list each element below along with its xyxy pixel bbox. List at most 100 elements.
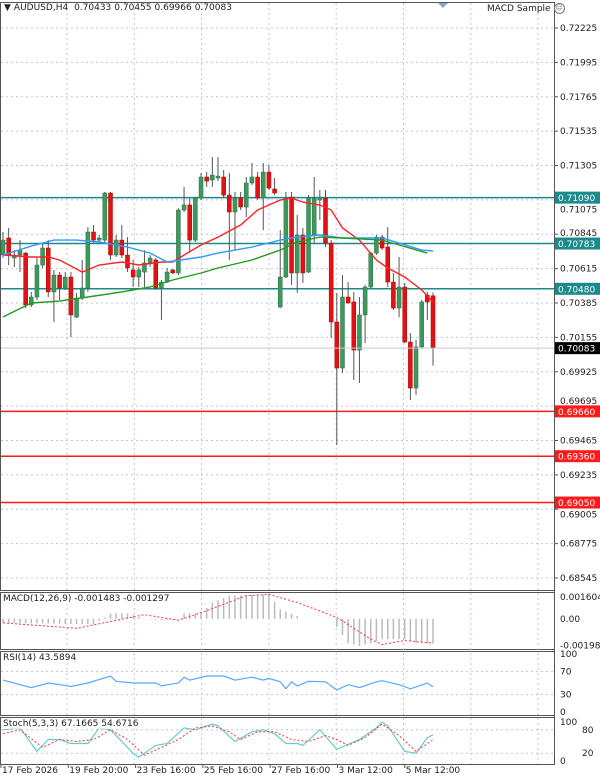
bullish-candle: [340, 296, 345, 369]
bearish-candle: [91, 231, 96, 241]
bullish-candle: [232, 197, 238, 213]
price-tick-label: 0.70385: [560, 299, 597, 309]
support-price-label: 0.69050: [558, 499, 595, 509]
resistance-price-tag: [555, 191, 600, 204]
bullish-candle: [215, 175, 221, 179]
bearish-candle: [153, 259, 159, 289]
bullish-candle: [413, 346, 419, 389]
support-price-label: 0.69660: [558, 408, 595, 418]
rsi-tick-label: 70: [560, 667, 572, 677]
bearish-candle: [68, 276, 74, 316]
support-price-label: 0.69360: [558, 453, 595, 463]
current-price-tag: [555, 342, 600, 355]
chart-shift-marker-icon: [438, 3, 448, 8]
bullish-candle: [419, 301, 424, 348]
bullish-candle: [136, 269, 142, 278]
bullish-candle: [85, 231, 91, 289]
resistance-price-tag: [555, 282, 600, 295]
bullish-candle: [374, 236, 379, 254]
bullish-candle: [283, 197, 289, 278]
bearish-candle: [125, 254, 130, 269]
resistance-price-tag: [555, 237, 600, 250]
price-tick-label: 0.69235: [560, 471, 597, 481]
bearish-candle: [391, 281, 396, 309]
chart-header: ▼ AUDUSD,H4 0.70433 0.70455 0.69966 0.70083: [4, 3, 235, 13]
bearish-candle: [334, 321, 340, 369]
stoch-tick-label: 80: [582, 726, 594, 736]
expert-advisor-label[interactable]: MACD Sample ☹: [487, 3, 565, 14]
time-tick-label: 27 Feb 16:00: [271, 766, 330, 775]
time-tick-label: 23 Feb 16:00: [137, 766, 196, 775]
ohlc-open: 0.70433: [74, 3, 112, 13]
bullish-candle: [362, 286, 368, 316]
current-price-label: 0.70083: [558, 345, 595, 355]
macd-tick-label: 0.001604: [560, 593, 600, 603]
bearish-candle: [204, 176, 209, 182]
symbol-menu-arrow-icon[interactable]: ▼: [4, 3, 11, 13]
ohlc-low: 0.69966: [154, 3, 192, 13]
rsi-tick-label: 30: [560, 691, 572, 701]
bullish-candle: [261, 171, 266, 199]
ma-fast-line: [2, 197, 434, 303]
bearish-candle: [130, 269, 136, 278]
bearish-candle: [289, 196, 294, 274]
bearish-candle: [351, 301, 357, 351]
bullish-candle: [198, 176, 204, 199]
price-tick-label: 0.71075: [560, 206, 597, 216]
expert-name: MACD Sample: [487, 4, 551, 14]
bearish-candle: [57, 274, 62, 289]
support-price-tag: [555, 450, 600, 463]
price-tick-label: 0.70155: [560, 333, 597, 343]
bearish-candle: [323, 197, 328, 244]
bearish-candle: [379, 236, 385, 249]
ma-mid-line: [2, 234, 434, 263]
bearish-candle: [108, 192, 113, 256]
price-tick-label: 0.72225: [560, 24, 597, 34]
support-price-tag: [555, 405, 600, 418]
bullish-candle: [357, 314, 362, 351]
price-tick-label: 0.71305: [560, 162, 597, 172]
bullish-candle: [113, 239, 119, 256]
resistance-price-label: 0.70783: [558, 240, 595, 250]
bullish-candle: [306, 197, 311, 273]
resistance-price-label: 0.71090: [558, 194, 595, 204]
bearish-candle: [430, 295, 436, 349]
bearish-candle: [255, 176, 260, 199]
price-tick-label: 0.71765: [560, 93, 597, 103]
time-tick-label: 19 Feb 20:00: [69, 766, 128, 775]
time-tick-label: 25 Feb 16:00: [204, 766, 263, 775]
bullish-candle: [102, 192, 108, 241]
bearish-candle: [46, 247, 51, 293]
bullish-candle: [176, 209, 181, 274]
price-tick-label: 0.68775: [560, 540, 597, 550]
bullish-candle: [0, 239, 6, 256]
bullish-candle: [142, 262, 147, 273]
price-tick-label: 0.69465: [560, 437, 597, 447]
bearish-candle: [300, 234, 306, 274]
bearish-candle: [408, 341, 413, 389]
symbol-timeframe: AUDUSD,H4: [13, 3, 69, 13]
support-price-tag: [555, 496, 600, 509]
time-tick-label: 3 Mar 12:00: [339, 766, 394, 775]
bullish-candle: [181, 204, 187, 211]
rsi-line: [2, 675, 434, 691]
macd-tick-label: -0.00198: [560, 642, 600, 652]
bullish-candle: [210, 174, 215, 181]
bullish-candle: [29, 296, 34, 306]
bullish-candle: [159, 281, 164, 289]
bullish-candle: [147, 257, 153, 264]
price-tick-label: 0.70615: [560, 265, 597, 275]
bearish-candle: [328, 242, 334, 323]
panel-frame-2: [0, 651, 555, 716]
bullish-candle: [277, 276, 283, 308]
bullish-candle: [164, 271, 170, 283]
bearish-candle: [221, 176, 226, 196]
bullish-candle: [294, 234, 300, 274]
price-tick-label: 0.71995: [560, 58, 597, 68]
resistance-price-label: 0.70480: [558, 285, 595, 295]
bullish-candle: [396, 286, 402, 309]
bullish-candle: [317, 196, 323, 201]
time-tick-label: 5 Mar 12:00: [406, 766, 461, 775]
rsi-tick-label: 0: [560, 708, 566, 718]
